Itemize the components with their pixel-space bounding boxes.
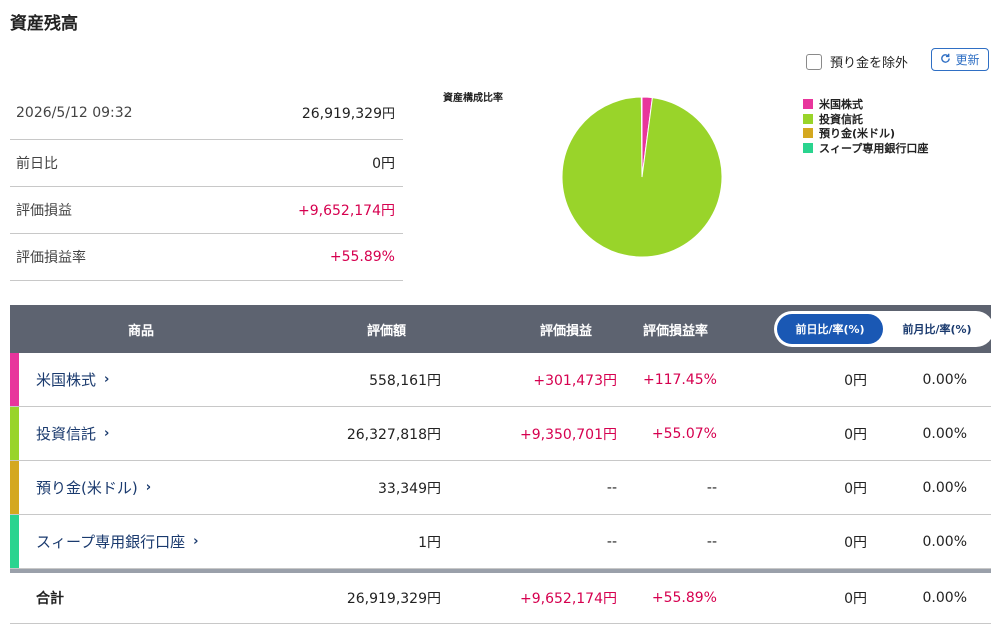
row-valuation: 558,161円 [369, 372, 441, 389]
total-valuation: 26,919,329円 [346, 591, 441, 607]
holdings-table-header: 商品 評価額 評価損益 評価損益率 前日比/率(%) 前月比/率(%) [10, 305, 994, 353]
page-title: 資産残高 [10, 14, 78, 34]
row-change-rate: 0.00% [922, 425, 967, 442]
row-valuation: 1円 [418, 534, 441, 551]
row-valuation: 33,349円 [378, 480, 441, 497]
row-change-rate: 0.00% [922, 371, 967, 388]
summary-row-gain-rate: 評価損益率 +55.89% [10, 234, 403, 281]
row-gain: +301,473円 [533, 372, 617, 389]
total-change: 0円 [844, 591, 867, 607]
header-valuation: 評価額 [367, 323, 407, 339]
refresh-label: 更新 [955, 53, 980, 67]
period-toggle[interactable]: 前日比/率(%) 前月比/率(%) [774, 311, 994, 347]
summary-total-value: 26,919,329円 [301, 106, 395, 122]
allocation-pie-chart [561, 96, 723, 258]
row-gain-rate: -- [706, 479, 717, 496]
legend-swatch [803, 99, 813, 110]
summary-row-day-change: 前日比 0円 [10, 140, 403, 187]
row-color-bar [10, 407, 19, 460]
legend-swatch [803, 128, 813, 139]
toggle-month-change[interactable]: 前月比/率(%) [902, 323, 972, 336]
row-product-link[interactable]: スィープ専用銀行口座 › [36, 533, 199, 551]
row-product-link[interactable]: 預り金(米ドル) › [36, 479, 152, 497]
exclude-deposit-toggle[interactable]: 預り金を除外 [806, 52, 908, 71]
chevron-right-icon: › [145, 480, 152, 495]
row-product-link[interactable]: 米国株式 › [36, 371, 110, 389]
row-change-rate: 0.00% [922, 479, 967, 496]
legend-item: スィープ専用銀行口座 [803, 141, 928, 156]
pie-chart-title: 資産構成比率 [443, 93, 503, 104]
summary-row-label: 評価損益 [16, 203, 72, 219]
row-gain: -- [606, 533, 617, 550]
exclude-deposit-checkbox[interactable] [806, 53, 822, 70]
row-gain-rate: +55.07% [651, 425, 717, 442]
header-gain-rate: 評価損益率 [643, 323, 709, 339]
row-change: 0円 [844, 480, 867, 497]
total-change-rate: 0.00% [922, 590, 967, 606]
exclude-deposit-label: 預り金を除外 [830, 56, 909, 71]
chevron-right-icon: › [193, 534, 199, 549]
row-gain: -- [606, 479, 617, 496]
row-color-bar [10, 461, 19, 514]
row-gain: +9,350,701円 [520, 426, 617, 443]
row-gain-rate: -- [706, 533, 717, 550]
legend-item: 投資信託 [803, 112, 928, 127]
total-gain-rate: +55.89% [651, 590, 717, 606]
refresh-button[interactable]: 更新 [931, 48, 989, 71]
summary-row-value: 0円 [372, 156, 395, 172]
legend-item: 米国株式 [803, 97, 928, 112]
row-valuation: 26,327,818円 [346, 426, 441, 443]
row-color-bar [10, 353, 19, 406]
table-row: 米国株式 › 558,161円 +301,473円 +117.45% 0円 0.0… [10, 353, 991, 407]
row-gain-rate: +117.45% [642, 371, 717, 388]
row-change: 0円 [844, 426, 867, 443]
summary-row-gain: 評価損益 +9,652,174円 [10, 187, 403, 234]
summary-row-label: 評価損益率 [16, 250, 86, 266]
total-separator [10, 569, 991, 573]
row-change: 0円 [844, 534, 867, 551]
table-total-row: 合計 26,919,329円 +9,652,174円 +55.89% 0円 0.… [10, 573, 991, 624]
row-color-bar [10, 515, 19, 568]
chevron-right-icon: › [104, 426, 110, 441]
refresh-icon [940, 53, 951, 67]
table-row: スィープ専用銀行口座 › 1円 -- -- 0円 0.00% [10, 515, 991, 569]
row-change: 0円 [844, 372, 867, 389]
total-label: 合計 [36, 591, 64, 607]
total-gain: +9,652,174円 [520, 591, 617, 607]
header-product: 商品 [128, 323, 155, 339]
legend-swatch [803, 113, 813, 124]
summary-row-label: 前日比 [16, 156, 58, 172]
summary-row-value: +9,652,174円 [298, 203, 395, 219]
row-product-link[interactable]: 投資信託 › [36, 425, 110, 443]
legend-item: 預り金(米ドル) [803, 126, 928, 141]
summary-datetime: 2026/5/12 09:32 [16, 104, 133, 121]
pie-legend: 米国株式 投資信託 預り金(米ドル) スィープ専用銀行口座 [803, 97, 928, 155]
row-change-rate: 0.00% [922, 533, 967, 550]
table-row: 投資信託 › 26,327,818円 +9,350,701円 +55.07% 0円… [10, 407, 991, 461]
summary-row-value: +55.89% [329, 249, 395, 265]
table-row: 預り金(米ドル) › 33,349円 -- -- 0円 0.00% [10, 461, 991, 515]
header-gain: 評価損益 [540, 323, 593, 339]
chevron-right-icon: › [104, 372, 110, 387]
summary-total-row: 2026/5/12 09:32 26,919,329円 [10, 86, 403, 140]
legend-swatch [803, 142, 813, 153]
toggle-day-change[interactable]: 前日比/率(%) [777, 314, 883, 344]
